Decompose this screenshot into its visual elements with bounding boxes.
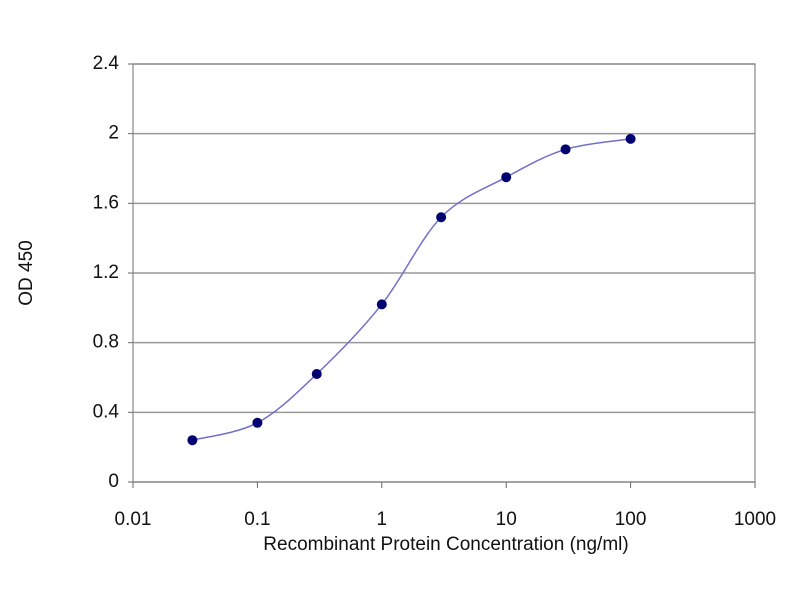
marker (560, 144, 571, 155)
x-tick-label: 10 (496, 509, 517, 530)
x-tick-label: 0.01 (115, 509, 152, 530)
x-axis-label: Recombinant Protein Concentration (ng/ml… (263, 534, 628, 555)
x-tick-label: 100 (615, 509, 647, 530)
marker (252, 417, 263, 428)
marker (436, 212, 447, 223)
y-tick-label: 1.6 (93, 192, 119, 213)
x-tick-label: 0.1 (244, 509, 270, 530)
x-tick-label: 1 (377, 509, 388, 530)
line (192, 138, 631, 441)
y-axis-label: OD 450 (16, 240, 37, 305)
x-tick-label: 1000 (734, 509, 776, 530)
marker (376, 299, 387, 310)
y-tick-label: 2 (108, 123, 119, 144)
marker (625, 133, 636, 144)
y-tick-label: 0.8 (93, 332, 119, 353)
y-tick-label: 1.2 (93, 262, 119, 283)
marker (311, 369, 322, 380)
plot-border (132, 63, 756, 483)
y-tick-label: 0.4 (93, 401, 120, 422)
y-tick-label: 2.4 (93, 53, 120, 74)
marker (501, 172, 512, 183)
y-tick-label: 0 (108, 471, 119, 492)
marker (187, 435, 198, 446)
